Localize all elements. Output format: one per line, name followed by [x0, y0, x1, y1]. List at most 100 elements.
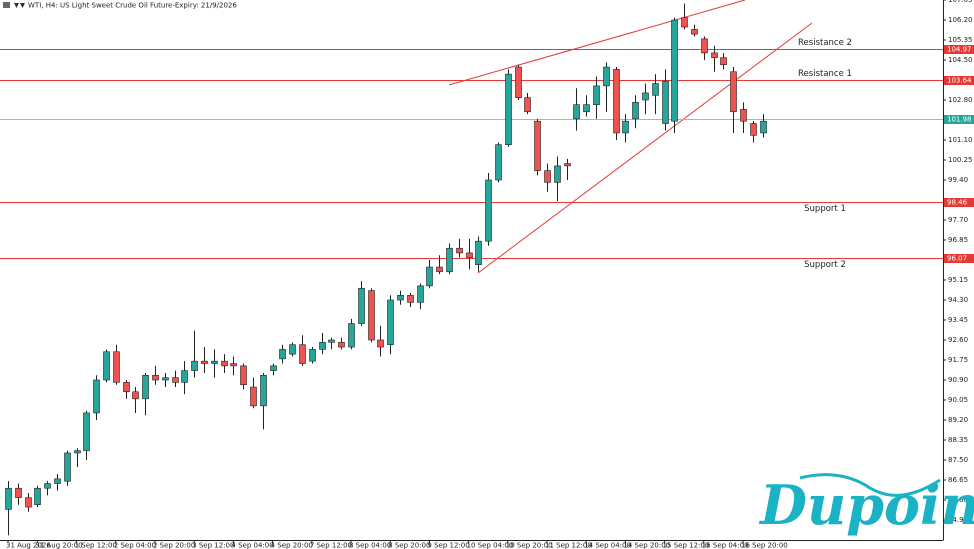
- price-tag-label: 101.98: [947, 116, 972, 124]
- level-tag-label: 98.46: [947, 199, 968, 207]
- y-tick-label: 90.05: [948, 396, 968, 404]
- candle-body: [309, 349, 316, 362]
- candle-body: [505, 73, 512, 146]
- x-tick-label: 2 Sep 04:00: [114, 542, 156, 549]
- candle-body: [5, 487, 12, 510]
- candle-body: [25, 497, 32, 508]
- candle-body: [730, 71, 737, 113]
- candle-body: [564, 163, 571, 167]
- x-tick-label: 4 Sep 04:00: [231, 542, 273, 549]
- candle-body: [191, 360, 198, 371]
- x-tick-label: 10 Sep 04:00: [467, 542, 514, 549]
- candle-body: [211, 360, 218, 364]
- chart-title: WTI, H4: US Light Sweet Crude Oil Future…: [28, 2, 237, 10]
- candle-body: [54, 478, 61, 484]
- level-tag: [944, 45, 974, 54]
- candle-body: [554, 165, 561, 183]
- candle-body: [201, 360, 208, 364]
- candle-body: [720, 57, 727, 66]
- x-tick-label: 16 Sep 20:00: [741, 542, 788, 549]
- candle-body: [123, 382, 130, 393]
- candle-body: [583, 104, 590, 113]
- y-tick-label: 99.40: [948, 176, 968, 184]
- candle-body: [132, 391, 139, 400]
- price-tag: [944, 115, 974, 124]
- candle-body: [662, 80, 669, 124]
- y-tick-label: 101.10: [948, 136, 973, 144]
- candle-body: [632, 102, 639, 120]
- candle-body: [760, 120, 767, 134]
- y-tick-label: 97.70: [948, 216, 968, 224]
- candle-body: [250, 386, 257, 407]
- y-tick-label: 96.85: [948, 236, 968, 244]
- candle-body: [142, 374, 149, 400]
- y-tick-label: 87.50: [948, 456, 968, 464]
- x-tick-label: 14 Sep 20:00: [623, 542, 670, 549]
- candle-body: [485, 179, 492, 242]
- y-tick-label: 93.45: [948, 316, 968, 324]
- candle-body: [446, 247, 453, 273]
- candle-body: [113, 351, 120, 383]
- y-tick-label: 91.75: [948, 356, 968, 364]
- x-tick-label: 31 Aug 2026: [6, 542, 51, 549]
- candle-body: [64, 452, 71, 482]
- y-tick-label: 106.20: [948, 16, 973, 24]
- y-tick-label: 107.05: [948, 0, 973, 4]
- y-tick-label: 88.35: [948, 436, 968, 444]
- x-tick-label: 8 Sep 04:00: [349, 542, 391, 549]
- candle-body: [456, 247, 463, 254]
- candle-body: [642, 92, 649, 101]
- candle-body: [495, 144, 502, 181]
- candle-body: [622, 120, 629, 134]
- level-tag-label: 103.64: [947, 77, 972, 85]
- level-tag-label: 96.07: [947, 255, 967, 263]
- candle-body: [93, 379, 100, 414]
- candle-body: [436, 266, 443, 273]
- level-tag-label: 104.97: [947, 46, 972, 54]
- title-bar: WTI, H4: US Light Sweet Crude Oil Future…: [3, 2, 237, 10]
- y-tick-label: 102.80: [948, 96, 973, 104]
- candle-body: [466, 252, 473, 258]
- candle-body: [671, 19, 678, 122]
- icon: [3, 2, 10, 8]
- candle-body: [426, 266, 433, 287]
- x-tick-label: 10 Sep 20:00: [506, 542, 553, 549]
- x-tick-label: 7 Sep 12:00: [310, 542, 352, 549]
- level-name: Support 1: [804, 204, 846, 214]
- level-tag: [944, 254, 974, 263]
- y-tick-label: 104.50: [948, 56, 973, 64]
- x-tick-label: 31 Aug 20:00: [35, 542, 82, 549]
- y-tick-label: 95.15: [948, 276, 968, 284]
- icon: [14, 3, 25, 8]
- candle-body: [260, 374, 267, 407]
- candle-body: [221, 360, 228, 367]
- x-tick-label: 1 Sep 12:00: [75, 542, 117, 549]
- candle-body: [652, 83, 659, 96]
- candle-body: [515, 66, 522, 98]
- y-tick-label: 92.60: [948, 336, 968, 344]
- candle-body: [181, 370, 188, 383]
- candle-body: [681, 17, 688, 28]
- candle-body: [701, 38, 708, 54]
- candle-body: [573, 104, 580, 120]
- candle-body: [299, 344, 306, 364]
- candle-body: [319, 342, 326, 350]
- candle-body: [270, 365, 277, 371]
- level-name: Resistance 2: [798, 38, 852, 48]
- y-tick-label: 84.95: [948, 516, 968, 524]
- candle-body: [377, 339, 384, 348]
- y-tick-label: 105.35: [948, 36, 973, 44]
- candle-body: [750, 123, 757, 136]
- candle-body: [74, 450, 81, 454]
- x-tick-label: 2 Sep 20:00: [153, 542, 195, 549]
- x-tick-label: 11 Sep 12:00: [545, 542, 592, 549]
- candle-body: [162, 377, 169, 381]
- level-tag: [944, 76, 974, 85]
- logo-text: Dupoin: [758, 473, 974, 537]
- y-tick-label: 94.30: [948, 296, 968, 304]
- candle-body: [534, 120, 541, 171]
- candle-body: [348, 323, 355, 348]
